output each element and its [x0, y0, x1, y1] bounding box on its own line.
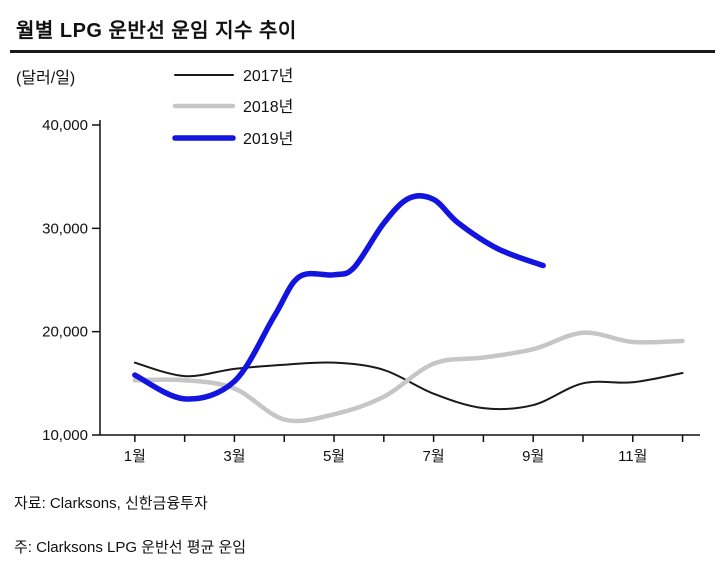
- x-tick-label: 9월: [522, 448, 544, 465]
- series-line-2018: [132, 330, 685, 424]
- series-line-2019: [132, 193, 546, 402]
- method-note: 주: Clarksons LPG 운반선 평균 운임: [14, 539, 247, 556]
- legend-label-2017: 2017년: [243, 67, 293, 85]
- page-title: 월별 LPG 운반선 운임 지수 추이: [16, 20, 297, 42]
- y-tick-label: 10,000: [42, 427, 88, 444]
- x-tick-label: 5월: [323, 448, 345, 465]
- chart-svg: 10,000 20,000 30,000 40,000 1월 3월 5월 7월 9월 11월 201…: [42, 67, 700, 465]
- y-axis-unit-label: (달러/일): [16, 70, 76, 87]
- x-tick-label: 7월: [423, 448, 445, 465]
- y-tick-label: 40,000: [42, 117, 88, 134]
- y-tick-label: 30,000: [42, 220, 88, 237]
- x-tick-label: 1월: [124, 448, 146, 465]
- legend-label-2018: 2018년: [243, 98, 293, 116]
- x-tick-label: 11월: [618, 448, 647, 465]
- y-tick-label: 20,000: [42, 324, 88, 341]
- x-tick-label: 3월: [223, 448, 245, 465]
- title-underline: [10, 50, 715, 53]
- legend-label-2019: 2019년: [243, 130, 293, 148]
- source-note: 자료: Clarksons, 신한금융투자: [14, 495, 208, 512]
